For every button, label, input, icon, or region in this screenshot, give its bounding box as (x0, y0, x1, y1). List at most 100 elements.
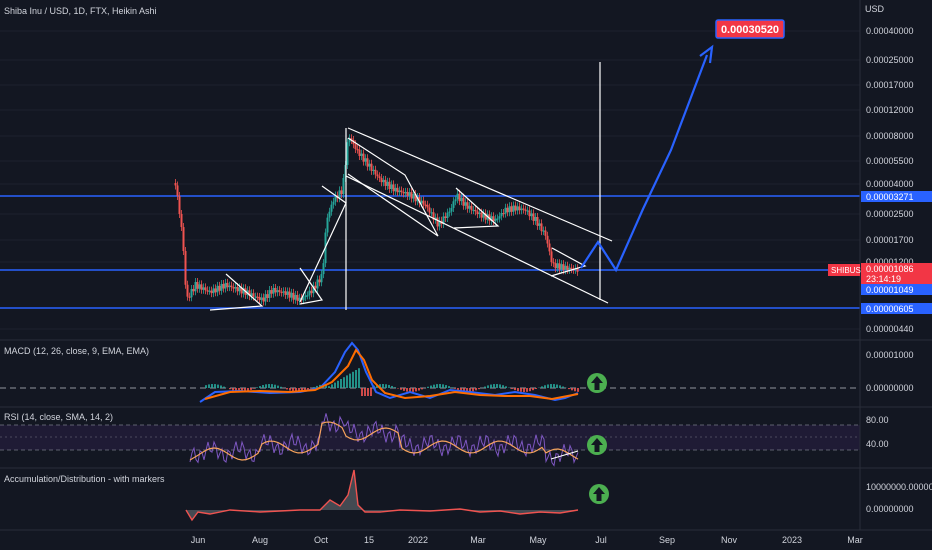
macd-bar (451, 387, 453, 388)
wedge-upper-line[interactable] (347, 127, 613, 242)
rsi-line (189, 413, 579, 467)
candle-body (394, 187, 397, 192)
candle-body (400, 190, 403, 193)
candle-body (304, 295, 307, 298)
macd-pane[interactable]: MACD (12, 26, close, 9, EMA, EMA) (0, 339, 932, 403)
rsi-pane[interactable]: RSI (14, close, SMA, 14, 2) (0, 406, 932, 467)
time-axis[interactable]: Jun Aug Oct 15 2022 Mar May Jul Sep Nov 2023 Mar (0, 529, 932, 545)
candle-body (514, 205, 517, 211)
channel-drawing-1[interactable] (347, 137, 439, 237)
candle-body (360, 153, 363, 156)
candle-body (376, 174, 379, 177)
macd-bar (433, 384, 435, 388)
candle-body (270, 290, 273, 294)
candle-body (250, 293, 253, 297)
candle-body (456, 193, 459, 200)
macd-bar (223, 386, 225, 388)
ad-pane[interactable]: Accumulation/Distribution - with markers (0, 467, 932, 522)
macd-tick-zero: 0.00000000 (866, 383, 914, 393)
candle-body (566, 265, 569, 270)
price-tick: 0.00008000 (866, 131, 914, 141)
candle-body (564, 265, 567, 271)
candle-body (546, 235, 549, 244)
candle-body (464, 202, 467, 206)
candle-body (260, 297, 263, 300)
macd-bar (280, 386, 282, 388)
candle-body (468, 205, 471, 209)
macd-tick-high: 0.00001000 (866, 350, 914, 360)
wedge-lower-line[interactable] (345, 175, 609, 304)
ad-title: Accumulation/Distribution - with markers (4, 474, 165, 484)
candle-body (526, 210, 529, 212)
price-pane[interactable]: Shiba Inu / USD, 1D, FTX, Heikin Ashi 0.… (0, 0, 860, 340)
candle-body (174, 183, 177, 186)
ad-line (185, 469, 579, 522)
candle-body (204, 287, 207, 291)
time-tick: Mar (847, 535, 863, 545)
target-badge[interactable]: 0.00030520 (715, 19, 785, 39)
candle-body (402, 192, 405, 194)
candle-body (264, 294, 267, 302)
drawings[interactable] (209, 62, 613, 311)
triangle-drawing-2[interactable] (299, 267, 324, 305)
macd-bar (577, 388, 579, 392)
macd-bar (523, 388, 525, 392)
macd-bar (403, 388, 405, 391)
target-label: 0.00030520 (721, 24, 779, 36)
candle-body (556, 263, 559, 269)
rsi-trend-line[interactable] (550, 450, 579, 460)
candle-body (538, 223, 541, 226)
candle-body (454, 199, 457, 202)
price-ticks: 0.00040000 0.00025000 0.00017000 0.00012000… (866, 26, 914, 334)
macd-bar (550, 384, 552, 388)
candle-body (354, 144, 357, 150)
candle-body (404, 191, 407, 194)
candle-body (430, 212, 433, 214)
candle-body (318, 279, 321, 283)
candle-body (518, 206, 521, 211)
candle-body (214, 288, 217, 293)
candle-body (534, 217, 537, 221)
candle-body (426, 204, 429, 208)
macd-bar (562, 386, 564, 388)
candle-body (292, 292, 295, 300)
candle-body (444, 216, 447, 219)
candle-body (418, 196, 421, 204)
macd-bar (319, 384, 321, 388)
macd-bar (520, 388, 522, 392)
projection-path[interactable] (580, 54, 709, 273)
candle-body (410, 192, 413, 199)
macd-bar (316, 385, 318, 388)
candle-body (390, 184, 393, 189)
ad-area (186, 470, 578, 520)
macd-bar (247, 388, 249, 391)
macd-title: MACD (12, 26, close, 9, EMA, EMA) (4, 346, 149, 356)
candle-body (308, 290, 311, 296)
candle-body (294, 294, 297, 300)
candle-body (498, 216, 501, 219)
macd-bar (241, 388, 243, 392)
candle-body (322, 263, 325, 275)
candle-body (254, 296, 257, 298)
candle-body (338, 190, 341, 199)
ad-tick-high: 10000000.00000000 (866, 482, 932, 492)
candle-body (536, 217, 539, 226)
macd-bar (286, 388, 288, 390)
macd-bar (238, 388, 240, 392)
triangle-drawing-3[interactable] (550, 247, 587, 277)
candle-body (200, 284, 203, 290)
ad-up-arrow-badge (589, 484, 609, 504)
macd-bar (328, 386, 330, 388)
time-tick: 2022 (408, 535, 428, 545)
macd-bar (295, 388, 297, 392)
price-axis[interactable]: USD 0.00040000 0.00025000 0.00017000 0.0001… (828, 0, 932, 530)
macd-bar (292, 388, 294, 392)
candle-body (186, 284, 189, 297)
macd-up-arrow-badge (587, 373, 607, 393)
candle-body (278, 290, 281, 292)
macd-bar (358, 368, 360, 388)
channel-drawing-2[interactable] (453, 187, 500, 229)
candle-body (310, 290, 313, 294)
triangle-drawing-1[interactable] (209, 273, 264, 311)
